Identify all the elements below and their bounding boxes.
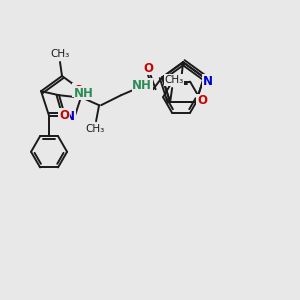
Text: CH₃: CH₃: [164, 75, 184, 85]
Text: NH: NH: [132, 79, 152, 92]
Text: N: N: [65, 110, 75, 123]
Text: CH₃: CH₃: [50, 49, 70, 59]
Text: O: O: [59, 109, 69, 122]
Text: CH₃: CH₃: [85, 124, 105, 134]
Text: O: O: [197, 94, 207, 107]
Text: O: O: [73, 84, 83, 97]
Text: N: N: [203, 75, 213, 88]
Text: O: O: [143, 62, 153, 75]
Text: NH: NH: [74, 87, 94, 100]
